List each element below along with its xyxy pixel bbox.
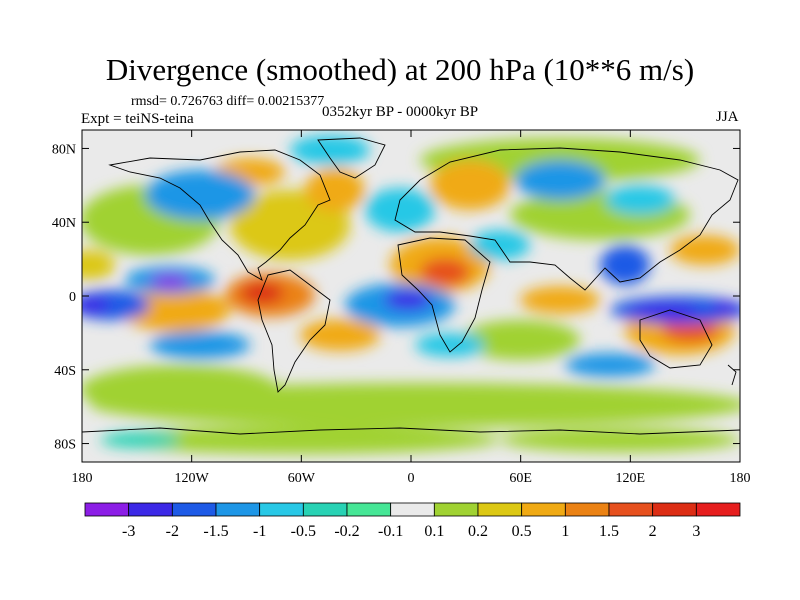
colorbar-label-7: 0.1 <box>424 523 444 540</box>
blob-indian-green <box>460 320 580 360</box>
colorbar-label-13: 3 <box>692 523 700 540</box>
colorbar-label-3: -1 <box>253 523 266 540</box>
x-tick-label-1: 120W <box>175 471 210 486</box>
blob-arabia-blue <box>470 230 530 260</box>
coast-antarctica <box>82 427 740 435</box>
stats-label: rmsd= 0.726763 diff= 0.00215377 <box>131 94 325 109</box>
colorbar-label-10: 1 <box>561 523 569 540</box>
blob-east-asia-orange <box>670 235 740 265</box>
x-tick-label-3: 0 <box>408 471 415 486</box>
blob-southern-antarctic-blue <box>100 432 180 448</box>
colorbar-swatch-7 <box>390 502 435 517</box>
colorbar-label-4: -0.5 <box>291 523 316 540</box>
blob-india-orange <box>520 286 600 314</box>
coast-africa <box>397 237 491 353</box>
y-tick-label-0: 80N <box>52 142 76 157</box>
colorbar-swatch-1 <box>128 502 173 517</box>
colorbar-swatch-0 <box>84 502 130 517</box>
blob-australia-red <box>662 318 718 342</box>
colorbar-swatch-4 <box>259 502 304 517</box>
colorbar-swatch-3 <box>215 502 261 517</box>
coast-greenland <box>317 137 386 179</box>
blob-mid-pacific-blue <box>605 185 675 215</box>
x-tick-label-6: 180 <box>730 471 751 486</box>
x-tick-label-5: 120E <box>616 471 646 486</box>
colorbar-label-11: 1.5 <box>599 523 619 540</box>
chart-title: Divergence (smoothed) at 200 hPa (10**6 … <box>105 52 695 87</box>
blob-north-pacific-blue <box>145 170 255 220</box>
coast-north-america <box>108 149 331 281</box>
blob-central-pacific-orange <box>120 288 230 332</box>
blob-south-america-red <box>240 282 284 304</box>
coast-australia <box>639 309 713 369</box>
y-tick-label-2: 0 <box>69 290 76 305</box>
coastlines <box>82 137 740 435</box>
colorbar-swatch-5 <box>302 502 348 517</box>
blob-pacific-west-min <box>82 297 110 313</box>
y-tick-label-1: 40N <box>52 216 76 231</box>
colorbar-swatch-11 <box>564 502 610 517</box>
blob-antarctic-green-2 <box>500 428 740 452</box>
blob-europe-blue <box>365 188 435 232</box>
blob-asia-blue <box>515 160 605 200</box>
period-label: 0352kyr BP - 0000kyr BP <box>322 104 479 120</box>
blob-southern-ocean-blue <box>565 353 655 377</box>
blob-west-pacific-yellow <box>82 250 115 280</box>
blob-west-pacific-west-band <box>82 290 150 320</box>
experiment-label: Expt = teiNS-teina <box>81 111 194 127</box>
blob-south-china-blue <box>600 245 650 285</box>
colorbar-label-12: 2 <box>649 523 657 540</box>
colorbar-label-9: 0.5 <box>512 523 532 540</box>
x-tick-label-0: 180 <box>72 471 93 486</box>
colorbar-label-8: 0.2 <box>468 523 488 540</box>
blob-siberia-orange <box>430 160 510 210</box>
blob-atlantic-min <box>384 290 432 310</box>
x-tick-label-4: 60E <box>509 471 532 486</box>
coast-south-america <box>257 269 331 393</box>
colorbar-swatch-6 <box>346 502 392 517</box>
colorbar-label-1: -2 <box>166 523 179 540</box>
colorbar-label-6: -0.1 <box>378 523 403 540</box>
colorbar-label-5: -0.2 <box>334 523 359 540</box>
coast-new-zealand <box>727 364 737 386</box>
season-label: JJA <box>716 109 739 125</box>
y-tick-label-3: 40S <box>54 364 76 379</box>
colorbar-swatch-8 <box>433 502 479 517</box>
blob-central-pacific-min <box>150 275 190 289</box>
colorbar-label-0: -3 <box>122 523 135 540</box>
coast-eurasia <box>394 147 739 291</box>
colorbar-swatch-12 <box>608 502 654 517</box>
y-tick-label-4: 80S <box>54 438 76 453</box>
x-tick-label-2: 60W <box>288 471 316 486</box>
colorbar-label-2: -1.5 <box>203 523 228 540</box>
colorbar-swatch-10 <box>521 502 566 517</box>
blob-south-pacific-green <box>82 365 280 415</box>
colorbar-swatch-13 <box>652 502 697 517</box>
blob-south-pacific-blue <box>150 331 250 359</box>
blob-africa-red <box>420 258 470 286</box>
blob-antarctic-green <box>100 426 500 454</box>
colorbar-swatch-2 <box>171 502 217 517</box>
blob-far-pacific-min <box>710 301 740 315</box>
colorbar-swatch-9 <box>477 502 523 517</box>
blob-south-atlantic-orange <box>300 319 380 351</box>
blob-north-atlantic-orange <box>305 168 365 212</box>
blob-south-indian-blue <box>415 333 485 357</box>
blob-canada-blue <box>290 135 370 165</box>
colorbar-swatch-14 <box>695 502 741 517</box>
